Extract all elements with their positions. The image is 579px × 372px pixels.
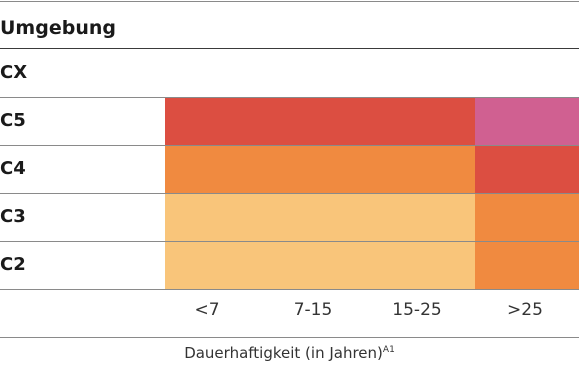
heatmap-cell-c4-1 bbox=[165, 146, 264, 193]
row-rule bbox=[0, 241, 579, 242]
heatmap-cell-c5-2 bbox=[264, 98, 369, 145]
x-axis-label-text: Dauerhaftigkeit (in Jahren) bbox=[184, 344, 383, 362]
x-tick-label: 15-25 bbox=[392, 300, 442, 320]
heatmap-cell-c4-3 bbox=[369, 146, 475, 193]
chart-title: Umgebung bbox=[0, 17, 116, 39]
heatmap-cell-c5-1 bbox=[165, 98, 264, 145]
heatmap-cell-c5-4 bbox=[475, 98, 579, 145]
x-tick-label: <7 bbox=[194, 300, 220, 320]
row-label-c3: C3 bbox=[0, 206, 26, 227]
x-axis-label: Dauerhaftigkeit (in Jahren)A1 bbox=[0, 344, 579, 362]
heatmap-cell-c4-2 bbox=[264, 146, 369, 193]
header-rule bbox=[0, 48, 579, 49]
heatmap-cell-c2-1 bbox=[165, 242, 264, 289]
x-axis-label-footnote: A1 bbox=[382, 345, 395, 355]
x-tick-label: >25 bbox=[507, 300, 543, 320]
row-rule bbox=[0, 193, 579, 194]
row-label-c5: C5 bbox=[0, 110, 26, 131]
heatmap-cell-c3-2 bbox=[264, 194, 369, 241]
row-label-c4: C4 bbox=[0, 158, 26, 179]
heatmap-cell-c3-3 bbox=[369, 194, 475, 241]
row-label-cx: CX bbox=[0, 62, 28, 83]
heatmap-cell-c5-3 bbox=[369, 98, 475, 145]
heatmap-cell-c3-4 bbox=[475, 194, 579, 241]
heatmap-cell-c2-4 bbox=[475, 242, 579, 289]
top-rule bbox=[0, 1, 579, 2]
row-rule bbox=[0, 145, 579, 146]
axis-bottom-rule bbox=[0, 337, 579, 338]
row-rule bbox=[0, 97, 579, 98]
row-rule bbox=[0, 289, 579, 290]
heatmap-cell-c4-4 bbox=[475, 146, 579, 193]
heatmap-cell-c3-1 bbox=[165, 194, 264, 241]
heatmap-cell-c2-3 bbox=[369, 242, 475, 289]
row-label-c2: C2 bbox=[0, 254, 26, 275]
heatmap-cell-c2-2 bbox=[264, 242, 369, 289]
x-tick-label: 7-15 bbox=[293, 300, 333, 320]
